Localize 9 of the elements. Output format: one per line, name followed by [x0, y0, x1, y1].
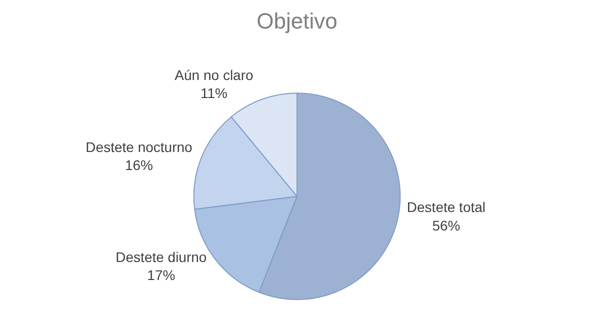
chart-title: Objetivo: [256, 8, 338, 34]
data-label: 56%: [432, 217, 460, 234]
slice-label: Destete total: [406, 199, 486, 216]
data-label: 11%: [200, 85, 228, 102]
data-label: 16%: [124, 157, 154, 174]
slice-label: Aún no claro: [174, 67, 254, 84]
slice-label: Destete diurno: [116, 248, 207, 265]
slice-label: Destete nocturno: [86, 138, 193, 155]
data-label: 17%: [147, 267, 176, 284]
